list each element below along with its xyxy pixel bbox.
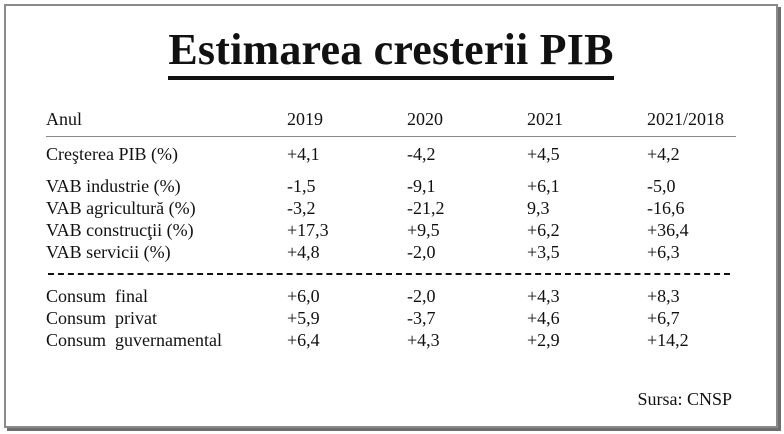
row-value: +4,5 bbox=[527, 144, 560, 164]
table-header-row: Anul 2019 2020 2021 2021/2018 bbox=[46, 108, 736, 130]
row-value: -5,0 bbox=[647, 176, 676, 196]
row-value: -2,0 bbox=[407, 242, 436, 262]
gdp-table: Anul 2019 2020 2021 2021/2018 Creşterea … bbox=[46, 108, 736, 351]
row-value: +6,4 bbox=[287, 330, 320, 350]
row-label: Creşterea PIB (%) bbox=[46, 144, 178, 164]
row-value: +6,0 bbox=[287, 286, 320, 306]
document-frame: Estimarea cresterii PIB Anul 2019 2020 2… bbox=[4, 4, 778, 428]
row-value: +5,9 bbox=[287, 308, 320, 328]
row-label: VAB industrie (%) bbox=[46, 176, 181, 196]
row-value: +6,3 bbox=[647, 242, 680, 262]
row-label: VAB agricultură (%) bbox=[46, 198, 196, 218]
dashed-divider bbox=[48, 273, 730, 275]
header-year: 2021 bbox=[527, 109, 563, 129]
header-year: 2019 bbox=[287, 109, 323, 129]
row-value: +3,5 bbox=[527, 242, 560, 262]
row-value: -16,6 bbox=[647, 198, 685, 218]
row-value: -4,2 bbox=[407, 144, 436, 164]
row-value: +2,9 bbox=[527, 330, 560, 350]
row-label: Consum guvernamental bbox=[46, 330, 222, 350]
row-value: +4,3 bbox=[407, 330, 440, 350]
row-value: +4,8 bbox=[287, 242, 320, 262]
row-value: -3,2 bbox=[287, 198, 316, 218]
row-value: +4,3 bbox=[527, 286, 560, 306]
row-value: -9,1 bbox=[407, 176, 436, 196]
row-value: +6,7 bbox=[647, 308, 680, 328]
row-value: +4,6 bbox=[527, 308, 560, 328]
row-value: +6,1 bbox=[527, 176, 560, 196]
row-value: +14,2 bbox=[647, 330, 689, 350]
header-label: Anul bbox=[46, 109, 82, 129]
header-divider bbox=[46, 136, 736, 137]
row-value: -2,0 bbox=[407, 286, 436, 306]
row-value: -1,5 bbox=[287, 176, 316, 196]
row-value: +17,3 bbox=[287, 220, 329, 240]
row-label: Consum final bbox=[46, 286, 148, 306]
page-title: Estimarea cresterii PIB bbox=[6, 24, 776, 80]
row-value: -21,2 bbox=[407, 198, 445, 218]
row-value: +8,3 bbox=[647, 286, 680, 306]
table-row: Consum final +6,0 -2,0 +4,3 +8,3 bbox=[46, 285, 736, 307]
table-row: VAB agricultură (%) -3,2 -21,2 9,3 -16,6 bbox=[46, 197, 736, 219]
table-row: VAB industrie (%) -1,5 -9,1 +6,1 -5,0 bbox=[46, 175, 736, 197]
table-row: Creşterea PIB (%) +4,1 -4,2 +4,5 +4,2 bbox=[46, 143, 736, 165]
table-row: Consum privat +5,9 -3,7 +4,6 +6,7 bbox=[46, 307, 736, 329]
header-year: 2021/2018 bbox=[647, 109, 725, 129]
table-row: VAB servicii (%) +4,8 -2,0 +3,5 +6,3 bbox=[46, 241, 736, 263]
row-value: -3,7 bbox=[407, 308, 436, 328]
header-year: 2020 bbox=[407, 109, 443, 129]
row-value: +4,2 bbox=[647, 144, 680, 164]
row-label: Consum privat bbox=[46, 308, 157, 328]
row-spacer bbox=[46, 165, 736, 175]
row-value: +4,1 bbox=[287, 144, 320, 164]
row-value: 9,3 bbox=[527, 198, 550, 218]
row-value: +9,5 bbox=[407, 220, 440, 240]
table-row: Consum guvernamental +6,4 +4,3 +2,9 +14,… bbox=[46, 329, 736, 351]
row-label: VAB construcţii (%) bbox=[46, 220, 194, 240]
source-note: Sursa: CNSP bbox=[637, 389, 732, 409]
row-value: +36,4 bbox=[647, 220, 689, 240]
row-value: +6,2 bbox=[527, 220, 560, 240]
table-row: VAB construcţii (%) +17,3 +9,5 +6,2 +36,… bbox=[46, 219, 736, 241]
row-label: VAB servicii (%) bbox=[46, 242, 171, 262]
